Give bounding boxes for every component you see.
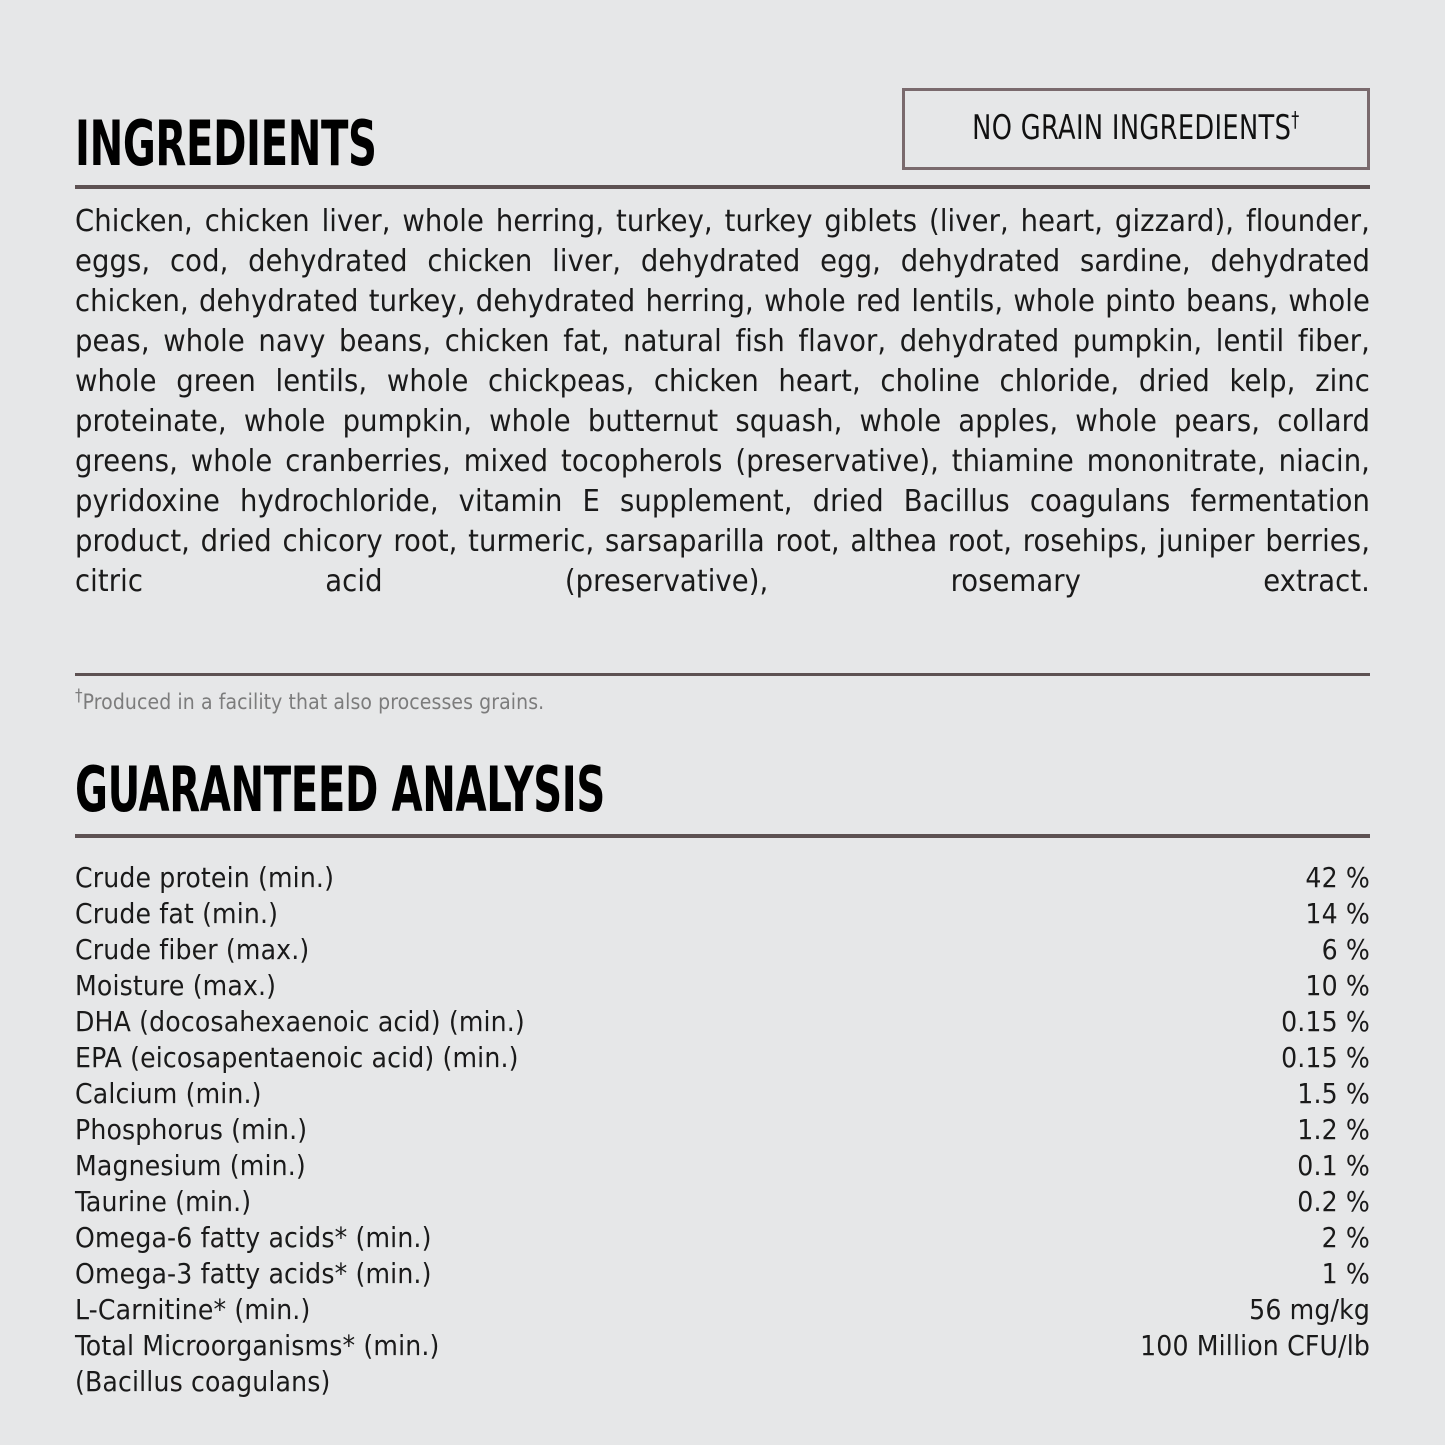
guaranteed-analysis-label: Crude protein (min.): [75, 860, 335, 894]
guaranteed-analysis-value: 1 %: [1321, 1256, 1370, 1290]
no-grain-badge-text: NO GRAIN INGREDIENTS†: [972, 108, 1299, 148]
guaranteed-analysis-label: Total Microorganisms* (min.): [75, 1328, 440, 1362]
guaranteed-analysis-row: Crude fat (min.) 14 %: [75, 896, 1370, 932]
guaranteed-analysis-row: L-Carnitine* (min.) 56 mg/kg: [75, 1292, 1370, 1328]
guaranteed-analysis-value: 0.15 %: [1281, 1004, 1370, 1038]
ingredients-title: INGREDIENTS: [75, 107, 377, 181]
no-grain-badge: NO GRAIN INGREDIENTS†: [902, 88, 1370, 170]
guaranteed-analysis-row: Calcium (min.) 1.5 %: [75, 1076, 1370, 1112]
guaranteed-analysis-row: Total Microorganisms* (min.) 100 Million …: [75, 1328, 1370, 1364]
guaranteed-analysis-row: Moisture (max.) 10 %: [75, 968, 1370, 1004]
guaranteed-analysis-row: EPA (eicosapentaenoic acid) (min.) 0.15 %: [75, 1040, 1370, 1076]
footnote-marker: †: [75, 684, 83, 705]
guaranteed-analysis-label: Moisture (max.): [75, 968, 277, 1002]
guaranteed-analysis-row: Crude fiber (max.) 6 %: [75, 932, 1370, 968]
guaranteed-analysis-label: Crude fiber (max.): [75, 932, 310, 966]
guaranteed-analysis-value: 1.5 %: [1297, 1076, 1370, 1110]
guaranteed-analysis-row: Omega-3 fatty acids* (min.) 1 %: [75, 1256, 1370, 1292]
guaranteed-analysis-title: GUARANTEED ANALYSIS: [75, 753, 605, 827]
guaranteed-analysis-label: (Bacillus coagulans): [75, 1364, 331, 1398]
ingredients-top-rule: [75, 185, 1370, 189]
guaranteed-analysis-label: L-Carnitine* (min.): [75, 1292, 311, 1326]
guaranteed-analysis-value: [932, 1364, 1370, 1400]
guaranteed-analysis-value: 14 %: [1305, 896, 1370, 930]
guaranteed-analysis-value: 6 %: [1321, 932, 1370, 966]
guaranteed-analysis-value: 100 Million CFU/lb: [1140, 1328, 1370, 1362]
no-grain-badge-marker: †: [1291, 106, 1300, 132]
guaranteed-analysis-row: Magnesium (min.) 0.1 %: [75, 1148, 1370, 1184]
guaranteed-analysis-label: DHA (docosahexaenoic acid) (min.): [75, 1004, 525, 1038]
guaranteed-analysis-table: Crude protein (min.) 42 % Crude fat (min.)…: [75, 860, 1370, 1400]
guaranteed-analysis-row: Crude protein (min.) 42 %: [75, 860, 1370, 896]
guaranteed-analysis-label: Calcium (min.): [75, 1076, 262, 1110]
guaranteed-analysis-header-row: GUARANTEED ANALYSIS: [75, 752, 1370, 827]
guaranteed-analysis-rows: Crude protein (min.) 42 % Crude fat (min.)…: [75, 860, 1370, 1400]
guaranteed-analysis-value: 0.2 %: [1297, 1184, 1370, 1218]
guaranteed-analysis-label: Crude fat (min.): [75, 896, 279, 930]
guaranteed-analysis-row: Phosphorus (min.) 1.2 %: [75, 1112, 1370, 1148]
guaranteed-analysis-value: 2 %: [1321, 1220, 1370, 1254]
ingredients-footnote: †Produced in a facility that also proces…: [75, 686, 1370, 715]
guaranteed-analysis-value: 42 %: [1305, 860, 1370, 894]
guaranteed-analysis-value: 10 %: [1305, 968, 1370, 1002]
guaranteed-analysis-label: EPA (eicosapentaenoic acid) (min.): [75, 1040, 519, 1074]
guaranteed-analysis-rule: [75, 833, 1370, 838]
guaranteed-analysis-label: Omega-3 fatty acids* (min.): [75, 1256, 432, 1290]
guaranteed-analysis-value: 1.2 %: [1297, 1112, 1370, 1146]
guaranteed-analysis-label: Phosphorus (min.): [75, 1112, 308, 1146]
guaranteed-analysis-label: Omega-6 fatty acids* (min.): [75, 1220, 432, 1254]
guaranteed-analysis-row: Omega-6 fatty acids* (min.) 2 %: [75, 1220, 1370, 1256]
ingredients-bottom-rule: [75, 672, 1370, 676]
no-grain-badge-label: NO GRAIN INGREDIENTS: [972, 108, 1292, 148]
guaranteed-analysis-label: Magnesium (min.): [75, 1148, 306, 1182]
footnote-text: Produced in a facility that also process…: [82, 689, 545, 714]
guaranteed-analysis-row: Taurine (min.) 0.2 %: [75, 1184, 1370, 1220]
ingredients-header-row: INGREDIENTS NO GRAIN INGREDIENTS†: [75, 0, 1370, 181]
guaranteed-analysis-value: 0.1 %: [1297, 1148, 1370, 1182]
guaranteed-analysis-row: DHA (docosahexaenoic acid) (min.) 0.15 %: [75, 1004, 1370, 1040]
guaranteed-analysis-value: 56 mg/kg: [1249, 1292, 1370, 1326]
guaranteed-analysis-label: Taurine (min.): [75, 1184, 252, 1218]
guaranteed-analysis-value: 0.15 %: [1281, 1040, 1370, 1074]
ingredients-text: Chicken, chicken liver, whole herring, t…: [75, 204, 1370, 599]
guaranteed-analysis-row: (Bacillus coagulans): [75, 1364, 1370, 1400]
